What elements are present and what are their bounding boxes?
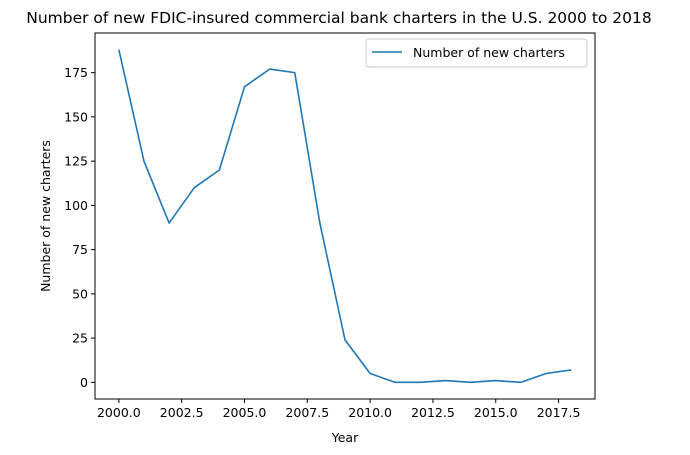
x-tick-label: 2007.5 <box>285 405 329 420</box>
series-layer <box>118 49 572 384</box>
y-axis-label: Number of new charters <box>38 140 53 292</box>
x-axis-label: Year <box>331 430 359 445</box>
y-tick-label: 100 <box>64 198 88 213</box>
legend-box <box>365 38 588 68</box>
y-tick-label: 175 <box>64 65 88 80</box>
chart-title: Number of new FDIC-insured commercial ba… <box>26 9 652 27</box>
y-tick-label: 0 <box>80 375 88 390</box>
x-tick-label: 2000.0 <box>97 405 141 420</box>
plot-area <box>94 32 596 400</box>
y-tick-label: 125 <box>64 154 88 169</box>
x-tick-label: 2002.5 <box>160 405 204 420</box>
y-tick-label: 75 <box>72 242 88 257</box>
x-tick-label: 2012.5 <box>411 405 455 420</box>
legend: Number of new charters <box>365 38 588 68</box>
x-tick-label: 2017.5 <box>537 405 581 420</box>
x-tick-label: 2010.0 <box>348 405 392 420</box>
y-tick-label: 25 <box>72 331 88 346</box>
x-tick-label: 2005.0 <box>223 405 267 420</box>
y-tick-label: 50 <box>72 286 88 301</box>
x-tick-label: 2015.0 <box>474 405 518 420</box>
series-line <box>118 49 572 384</box>
legend-entry-label: Number of new charters <box>413 45 565 60</box>
x-axis: 2000.0 2002.5 2005.0 2007.5 2010.0 2012.5 2015… <box>97 399 580 420</box>
y-tick-label: 150 <box>64 109 88 124</box>
y-axis: 0 25 50 75 100 125 150 175 <box>64 65 95 390</box>
